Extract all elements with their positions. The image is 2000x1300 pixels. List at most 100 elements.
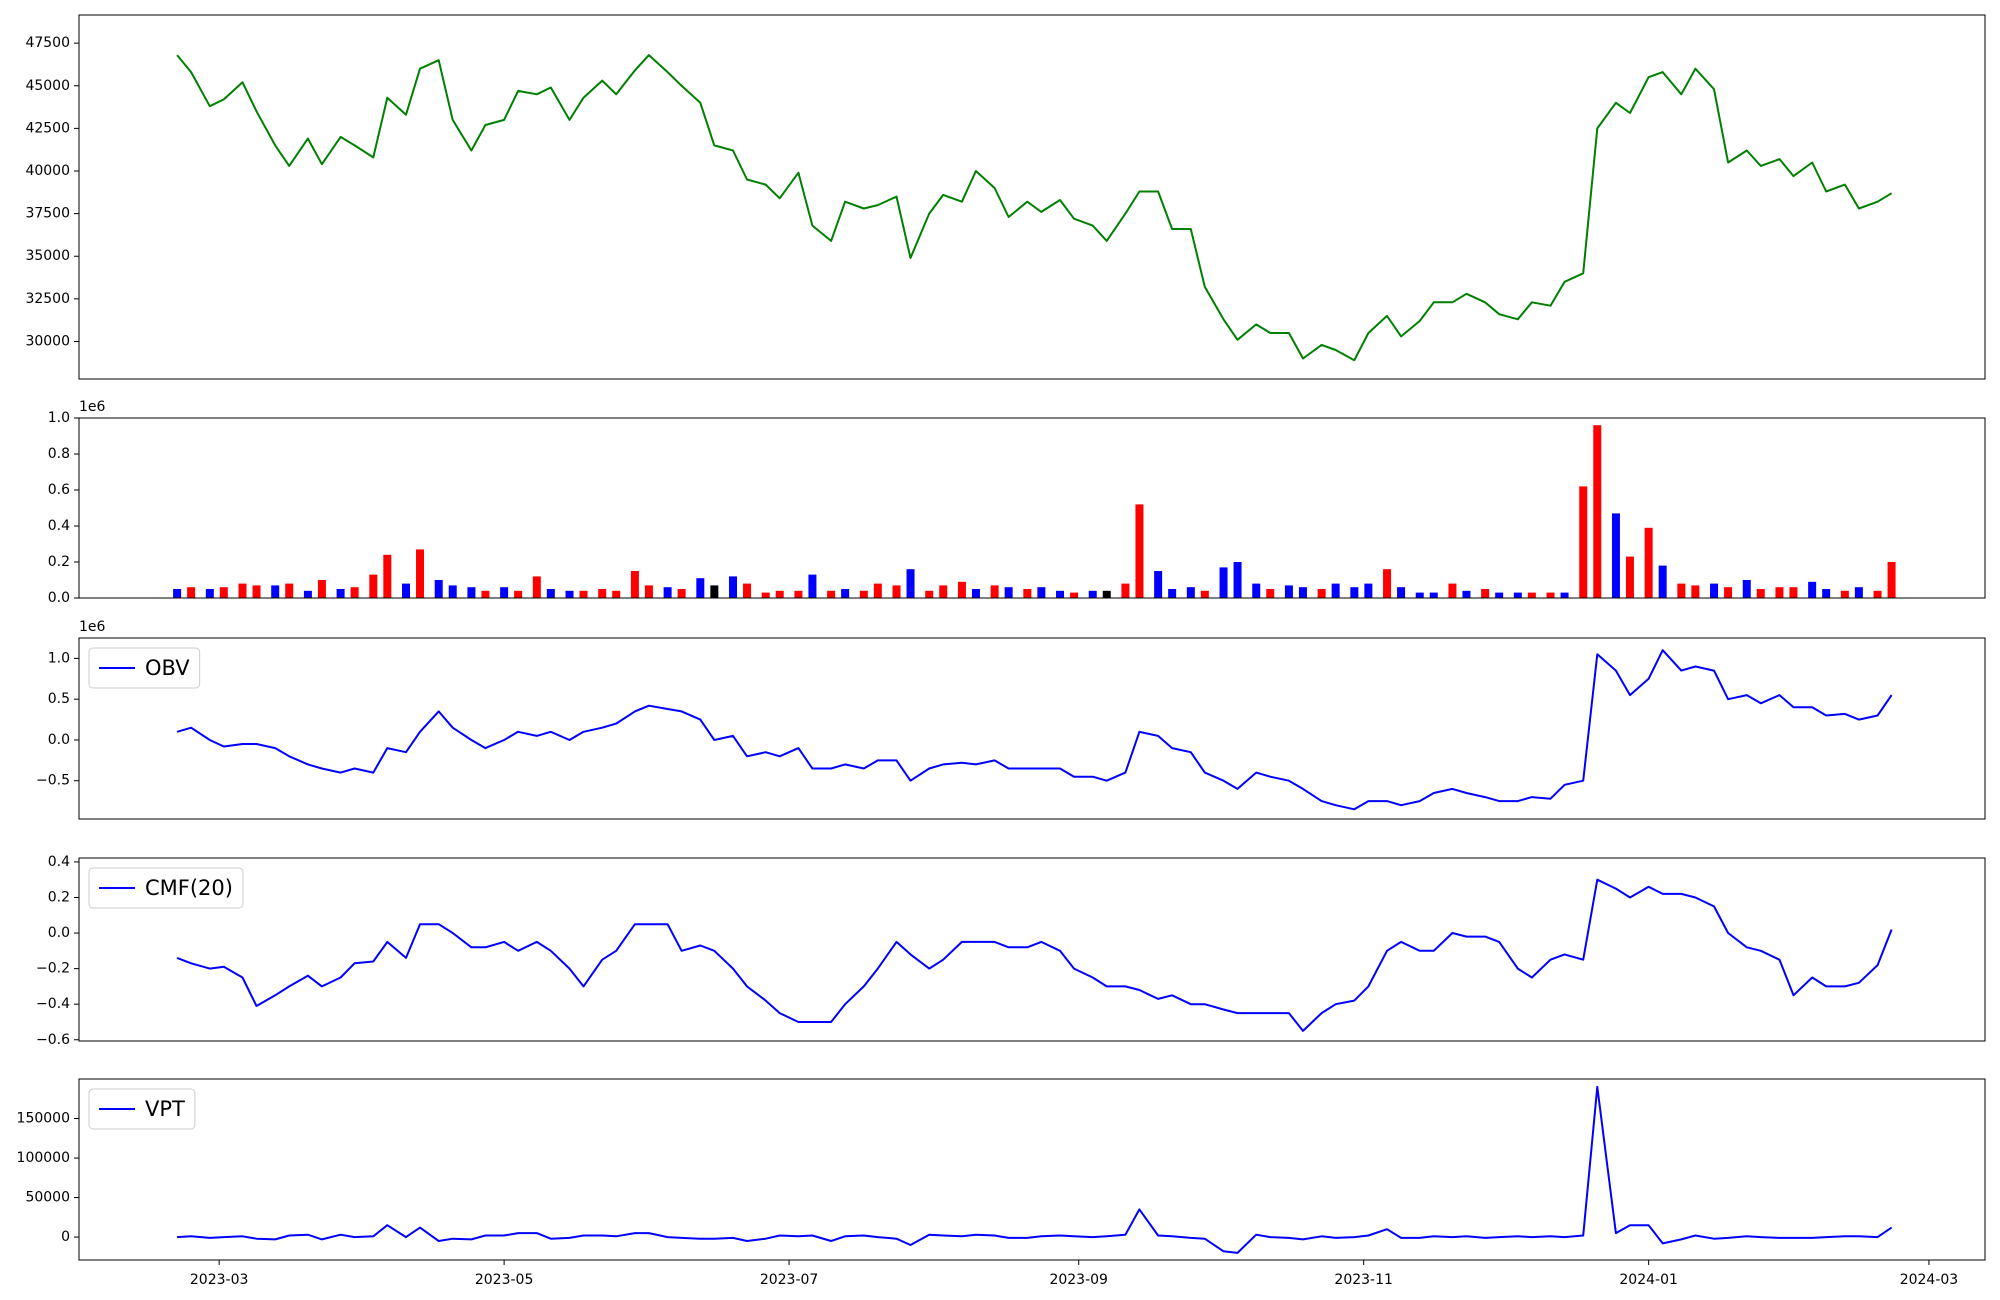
- y-tick-label: 40000: [25, 163, 70, 179]
- bar: [1070, 592, 1079, 598]
- y-tick-label: −0.4: [36, 996, 70, 1012]
- bar: [1691, 585, 1700, 598]
- y-tick-label: −0.5: [36, 773, 70, 789]
- bar: [238, 583, 247, 598]
- bar: [1593, 425, 1602, 598]
- bar: [1154, 571, 1163, 598]
- bar: [612, 590, 621, 598]
- y-tick-label: 1.0: [48, 410, 70, 426]
- bar: [1560, 592, 1569, 598]
- axes-frame: [78, 857, 1986, 1042]
- bar: [205, 589, 214, 598]
- legend-box: [88, 1088, 196, 1130]
- bar: [644, 585, 653, 598]
- bar: [1546, 592, 1555, 598]
- bar: [859, 590, 868, 598]
- bar: [252, 585, 261, 598]
- bar: [1658, 565, 1667, 598]
- y-tick-label: 0.0: [48, 590, 70, 606]
- axes-frame: [78, 14, 1986, 380]
- y-tick-label: 1.0: [48, 650, 70, 666]
- bar: [1331, 583, 1340, 598]
- bar: [1710, 583, 1719, 598]
- y-tick-label: 0.0: [48, 732, 70, 748]
- bar: [696, 578, 705, 598]
- y-tick-label: 150000: [17, 1111, 70, 1127]
- x-tick-label: 2024-03: [1900, 1272, 1959, 1288]
- x-tick-label: 2023-09: [1049, 1272, 1108, 1288]
- x-tick-label: 2023-07: [760, 1272, 819, 1288]
- bar: [1887, 562, 1896, 598]
- bar: [1233, 562, 1242, 598]
- y-tick-label: −0.6: [36, 1032, 70, 1048]
- bar: [1625, 556, 1634, 598]
- bar: [1056, 590, 1065, 598]
- bar: [369, 574, 378, 598]
- bar: [827, 590, 836, 598]
- bar: [416, 549, 425, 598]
- y-tick-label: 50000: [25, 1190, 70, 1206]
- bar: [1840, 590, 1849, 598]
- bar: [1252, 583, 1261, 598]
- bar: [1023, 589, 1032, 598]
- bar: [350, 587, 359, 598]
- bar: [1088, 590, 1097, 598]
- bar: [1462, 590, 1471, 598]
- axes-frame: [78, 637, 1986, 820]
- bar: [1186, 587, 1195, 598]
- bar: [743, 583, 752, 598]
- bar: [481, 590, 490, 598]
- bar: [971, 589, 980, 598]
- bar: [990, 585, 999, 598]
- bar: [579, 590, 588, 598]
- bar: [1724, 587, 1733, 598]
- bar: [1789, 587, 1798, 598]
- x-tick-label: 2023-03: [190, 1272, 249, 1288]
- legend-text: OBV: [145, 656, 190, 680]
- bar: [1004, 587, 1013, 598]
- bar: [892, 585, 901, 598]
- legend-text: CMF(20): [145, 876, 233, 900]
- bar: [1168, 589, 1177, 598]
- bar: [467, 587, 476, 598]
- bar: [1284, 585, 1293, 598]
- bar: [1495, 592, 1504, 598]
- bar: [1756, 589, 1765, 598]
- bar: [546, 589, 555, 598]
- bar: [271, 585, 280, 598]
- y-tick-label: 32500: [25, 291, 70, 307]
- bar: [336, 589, 345, 598]
- bar: [677, 589, 686, 598]
- offset-label: 1e6: [79, 619, 106, 635]
- bar: [402, 583, 411, 598]
- bar: [383, 554, 392, 598]
- bar: [1527, 592, 1536, 598]
- bar: [500, 587, 509, 598]
- bar: [1200, 590, 1209, 598]
- bar: [906, 569, 915, 598]
- line-series: [176, 878, 1893, 1032]
- bar: [1644, 527, 1653, 598]
- y-tick-label: 0.5: [48, 691, 70, 707]
- bar: [1219, 567, 1228, 598]
- bar: [598, 589, 607, 598]
- y-tick-label: 0.2: [48, 889, 70, 905]
- bar: [873, 583, 882, 598]
- y-tick-label: 37500: [25, 206, 70, 222]
- y-tick-label: 47500: [25, 35, 70, 51]
- line-series: [176, 649, 1893, 811]
- bar: [925, 590, 934, 598]
- bar: [317, 580, 326, 598]
- bar: [630, 571, 639, 598]
- bar: [1037, 587, 1046, 598]
- y-tick-label: 42500: [25, 120, 70, 136]
- x-tick-label: 2023-11: [1334, 1272, 1393, 1288]
- bar: [761, 592, 770, 598]
- bar: [285, 583, 294, 598]
- bar: [663, 587, 672, 598]
- y-tick-label: 0.4: [48, 854, 70, 870]
- bar: [1822, 589, 1831, 598]
- bar: [808, 574, 817, 598]
- bar: [710, 585, 719, 598]
